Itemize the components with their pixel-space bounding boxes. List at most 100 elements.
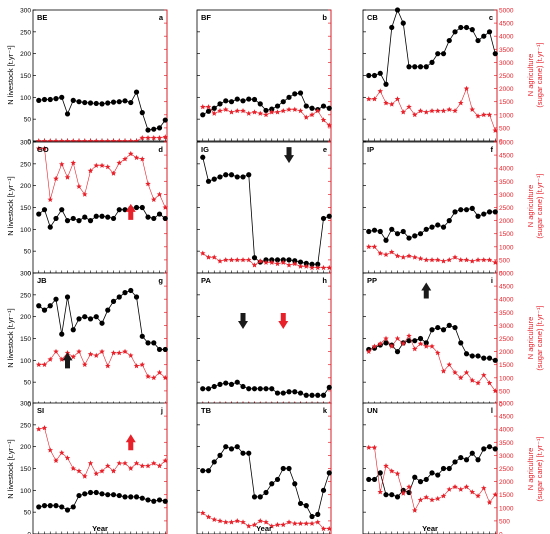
livestock-point — [469, 353, 475, 359]
agriculture-point — [406, 332, 412, 339]
y-axis-title-right: N agriculture(sugar cane) [t.yr⁻¹] — [526, 305, 544, 370]
panel-b: BF b — [196, 9, 333, 142]
right-tick-label: 0 — [499, 271, 503, 278]
livestock-point — [440, 465, 447, 472]
livestock-point — [303, 503, 309, 509]
agriculture-point — [116, 350, 123, 356]
agriculture-point — [110, 170, 117, 176]
agriculture-point — [383, 100, 389, 106]
right-tick-label: 0 — [499, 532, 503, 534]
y-axis-title-right: N agriculture(sugar cane) [t.yr⁻¹] — [526, 436, 544, 501]
livestock-point — [429, 59, 435, 65]
livestock-point — [463, 207, 470, 213]
livestock-point — [82, 314, 88, 320]
livestock-point — [486, 444, 493, 450]
livestock-point — [36, 504, 42, 510]
agriculture-point — [286, 106, 292, 112]
livestock-point — [292, 481, 298, 487]
livestock-point — [269, 386, 275, 392]
livestock-point — [481, 211, 487, 217]
livestock-point — [70, 327, 76, 333]
left-tick-label: 150 — [20, 73, 31, 80]
livestock-point — [217, 101, 223, 107]
livestock-point — [211, 459, 217, 465]
livestock-point — [217, 174, 223, 180]
livestock-point — [99, 213, 105, 219]
livestock-point — [246, 386, 252, 392]
livestock-point — [435, 472, 441, 478]
agriculture-point — [371, 444, 378, 450]
agriculture-point — [156, 191, 163, 197]
livestock-point — [452, 324, 458, 331]
trend-down-arrow-icon — [278, 313, 289, 330]
agriculture-point — [263, 519, 269, 525]
livestock-point — [240, 98, 246, 104]
panel-frame — [32, 9, 168, 142]
agriculture-point — [234, 107, 241, 114]
left-tick-label: 250 — [20, 422, 31, 429]
right-tick-label: 0 — [499, 402, 503, 409]
livestock-point — [87, 316, 94, 322]
right-tick-label: 3000 — [499, 192, 514, 199]
livestock-point — [76, 492, 82, 499]
livestock-point — [257, 386, 263, 392]
agriculture-point — [394, 470, 401, 477]
livestock-point — [133, 294, 140, 300]
livestock-point — [156, 497, 163, 503]
livestock-point — [274, 257, 281, 263]
left-tick-label: 200 — [20, 444, 31, 451]
right-tick-label: 1000 — [499, 505, 514, 512]
agriculture-point — [59, 356, 65, 362]
agriculture-point — [35, 361, 42, 368]
panel-j: 050100150200250300SIj1993199519971999200… — [20, 401, 169, 534]
agriculture-point — [458, 374, 464, 381]
agriculture-point — [463, 369, 470, 375]
livestock-point — [389, 24, 395, 31]
agriculture-point — [116, 460, 123, 466]
livestock-point — [41, 96, 48, 103]
livestock-point — [151, 340, 157, 346]
agriculture-point — [429, 497, 435, 503]
livestock-point — [394, 231, 401, 237]
panel-frame — [32, 141, 168, 274]
livestock-point — [128, 287, 134, 294]
agriculture-point — [326, 122, 333, 128]
livestock-point — [269, 481, 275, 487]
livestock-point — [315, 261, 321, 267]
livestock-point — [280, 99, 286, 105]
livestock-point — [70, 215, 76, 222]
agriculture-point — [151, 134, 157, 141]
agriculture-point — [145, 134, 151, 141]
agriculture-point — [199, 250, 206, 256]
agriculture-point — [412, 507, 418, 513]
livestock-point — [162, 498, 168, 504]
agriculture-point — [162, 374, 169, 381]
agriculture-point — [162, 134, 169, 140]
agriculture-point — [263, 111, 269, 118]
livestock-point — [326, 384, 332, 391]
panel-station-label: IG — [201, 145, 209, 154]
agriculture-point — [280, 521, 287, 528]
livestock-point — [309, 513, 315, 520]
left-tick-label: 100 — [20, 95, 31, 102]
agriculture-point — [475, 380, 481, 386]
livestock-point — [82, 491, 88, 497]
agriculture-point — [297, 520, 304, 526]
agriculture-point — [481, 111, 487, 118]
left-tick-label: 150 — [20, 466, 31, 473]
agriculture-point — [320, 525, 327, 532]
livestock-point — [389, 226, 395, 232]
left-tick-label: 100 — [20, 227, 31, 234]
agriculture-point — [269, 109, 275, 115]
livestock-point — [492, 51, 498, 57]
livestock-point — [309, 261, 315, 267]
livestock-point — [417, 64, 424, 70]
livestock-point — [53, 503, 59, 509]
agriculture-point — [417, 497, 424, 503]
livestock-point — [371, 72, 378, 79]
agriculture-point — [446, 361, 453, 368]
agriculture-point — [377, 250, 384, 256]
livestock-point — [475, 213, 481, 219]
agriculture-point — [492, 388, 499, 394]
